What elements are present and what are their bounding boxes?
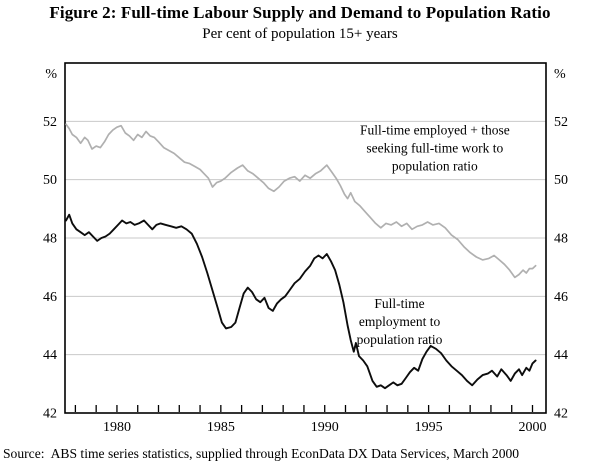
unit-label-right: % xyxy=(554,67,566,82)
figure-title: Figure 2: Full-time Labour Supply and De… xyxy=(49,3,551,22)
annotation-employment-line3: population ratio xyxy=(357,332,443,347)
source-note: Source: ABS time series statistics, supp… xyxy=(3,446,520,461)
series-line-supply xyxy=(65,123,537,279)
y-label-left-46: 46 xyxy=(43,290,57,305)
y-label-right-52: 52 xyxy=(554,115,568,130)
unit-label-left: % xyxy=(45,67,57,82)
y-label-left-50: 50 xyxy=(43,173,57,188)
annotation-supply-line1: Full-time employed + those xyxy=(360,122,510,137)
y-label-left-42: 42 xyxy=(43,407,57,422)
annotation-supply-line3: population ratio xyxy=(392,158,478,173)
series-line-employment xyxy=(65,213,537,390)
x-label-2000: 2000 xyxy=(518,420,546,435)
annotation-employment-line1: Full-time xyxy=(374,296,424,311)
x-label-1995: 1995 xyxy=(415,420,443,435)
x-label-1990: 1990 xyxy=(311,420,339,435)
x-label-1980: 1980 xyxy=(103,420,131,435)
figure-subtitle: Per cent of population 15+ years xyxy=(202,26,398,42)
plot-border xyxy=(64,62,547,414)
y-label-right-46: 46 xyxy=(554,290,568,305)
y-label-right-44: 44 xyxy=(554,348,568,363)
y-label-right-48: 48 xyxy=(554,232,568,247)
y-label-right-50: 50 xyxy=(554,173,568,188)
y-label-left-44: 44 xyxy=(43,348,57,363)
annotation-supply-line2: seeking full-time work to xyxy=(366,140,503,155)
annotation-employment-line2: employment to xyxy=(359,314,441,329)
y-label-left-48: 48 xyxy=(43,232,57,247)
y-label-left-52: 52 xyxy=(43,115,57,130)
x-label-1985: 1985 xyxy=(207,420,235,435)
y-label-right-42: 42 xyxy=(554,407,568,422)
